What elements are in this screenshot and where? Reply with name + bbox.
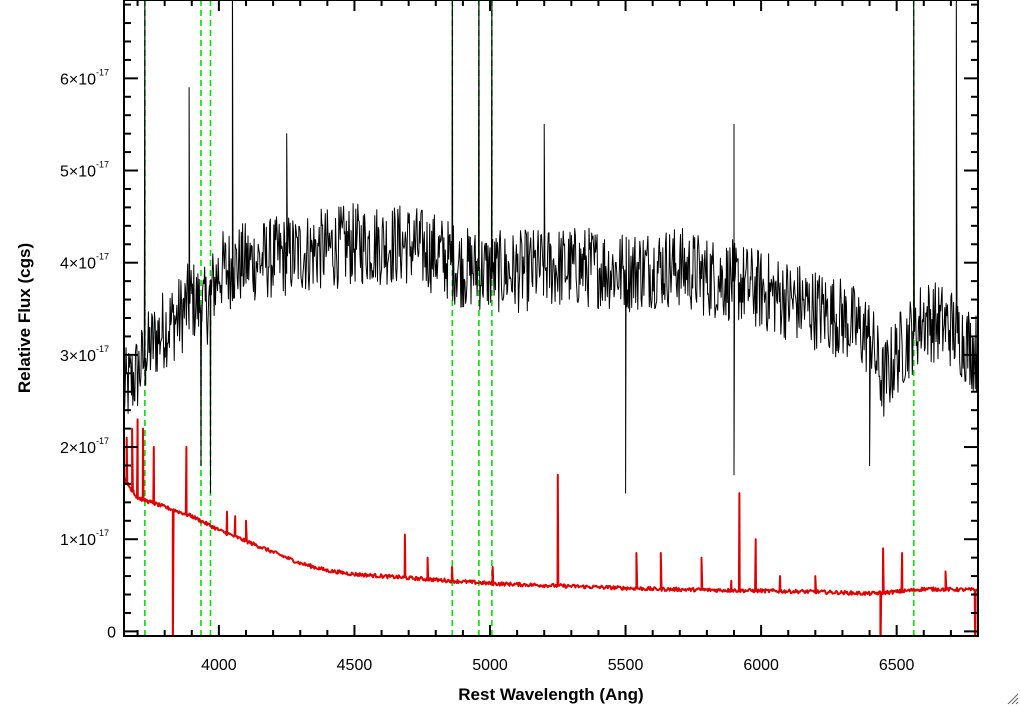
x-tick-label-4: 6000 xyxy=(743,657,779,674)
x-tick-label-2: 5000 xyxy=(472,657,508,674)
resize-grip-icon[interactable] xyxy=(1007,693,1019,705)
series-layer xyxy=(124,0,978,636)
y-tick-exponent-4: -17 xyxy=(96,252,109,262)
y-tick-label-1: 1×10 xyxy=(60,532,96,549)
y-tick-exponent-5: -17 xyxy=(96,160,109,170)
reference-lines xyxy=(144,0,915,636)
y-tick-exponent-6: -17 xyxy=(96,67,109,77)
x-tick-label-3: 5500 xyxy=(608,657,644,674)
y-tick-label-3: 3×10 xyxy=(60,348,96,365)
y-axis-label: Relative Flux (cgs) xyxy=(15,243,34,393)
y-tick-label-6: 6×10 xyxy=(60,71,96,88)
series-line-0 xyxy=(124,0,978,494)
y-tick-label-2: 2×10 xyxy=(60,440,96,457)
tick-marks xyxy=(124,0,979,636)
y-tick-label-0: 0 xyxy=(107,624,116,641)
x-tick-label-0: 4000 xyxy=(201,657,237,674)
y-tick-label-4: 4×10 xyxy=(60,256,96,273)
x-tick-label-1: 4500 xyxy=(337,657,373,674)
y-tick-labels: 01×10 -172×10 -173×10 -174×10 -175×10 -176×10… xyxy=(60,67,116,641)
y-tick-exponent-3: -17 xyxy=(96,344,109,354)
x-tick-label-5: 6500 xyxy=(879,657,915,674)
y-tick-exponent-1: -17 xyxy=(96,528,109,538)
series-line-1 xyxy=(124,418,978,636)
y-tick-label-5: 5×10 xyxy=(60,164,96,181)
x-axis-label: Rest Wavelength (Ang) xyxy=(458,685,643,704)
y-tick-exponent-2: -17 xyxy=(96,436,109,446)
x-tick-labels: 4000 4500 5000 5500 6000 6500 xyxy=(201,657,914,674)
